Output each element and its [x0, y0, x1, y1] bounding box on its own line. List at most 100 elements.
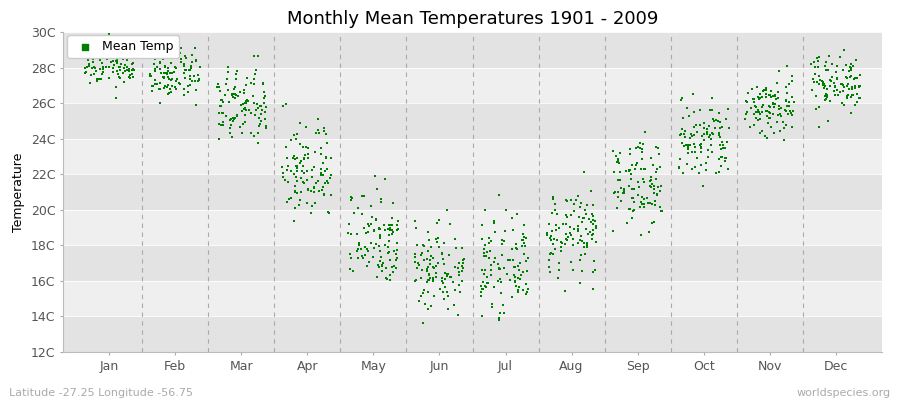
Point: [119, 49, 133, 55]
Point: [771, 112, 786, 119]
Point: [805, 87, 819, 93]
Point: [298, 152, 312, 158]
Point: [648, 198, 662, 204]
Point: [418, 301, 432, 307]
Point: [832, 54, 847, 60]
Point: [252, 123, 266, 130]
Point: [680, 142, 695, 149]
Point: [762, 92, 777, 98]
Point: [706, 115, 720, 122]
Point: [501, 257, 516, 264]
Point: [186, 73, 201, 80]
Point: [82, 63, 96, 70]
Point: [381, 250, 395, 256]
Point: [636, 201, 651, 208]
Point: [815, 79, 830, 85]
Point: [351, 242, 365, 248]
Point: [712, 168, 726, 175]
Point: [284, 137, 298, 143]
Point: [160, 64, 175, 71]
Point: [506, 257, 520, 263]
Point: [377, 226, 392, 233]
Bar: [63, 139, 882, 174]
Point: [364, 221, 378, 228]
Point: [683, 141, 698, 148]
Point: [644, 154, 659, 161]
Point: [571, 228, 585, 234]
Point: [853, 94, 868, 101]
Point: [236, 101, 250, 108]
Point: [382, 222, 397, 228]
Point: [192, 76, 206, 83]
Point: [149, 54, 164, 60]
Point: [700, 126, 715, 132]
Point: [116, 51, 130, 58]
Point: [750, 109, 764, 116]
Point: [588, 218, 602, 224]
Point: [712, 131, 726, 138]
Point: [557, 288, 572, 294]
Point: [108, 58, 122, 65]
Point: [687, 132, 701, 138]
Point: [770, 112, 785, 118]
Point: [559, 214, 573, 220]
Point: [421, 277, 436, 283]
Point: [521, 286, 535, 292]
Point: [417, 256, 431, 263]
Point: [351, 246, 365, 253]
Point: [706, 130, 721, 137]
Point: [382, 257, 397, 263]
Point: [420, 268, 435, 274]
Point: [447, 287, 462, 294]
Point: [585, 211, 599, 218]
Point: [154, 70, 168, 76]
Point: [426, 276, 440, 282]
Point: [279, 199, 293, 205]
Point: [624, 171, 638, 177]
Point: [688, 164, 703, 170]
Point: [438, 276, 453, 282]
Point: [90, 76, 104, 82]
Point: [439, 271, 454, 277]
Point: [214, 103, 229, 109]
Point: [840, 75, 854, 81]
Point: [748, 103, 762, 109]
Point: [845, 63, 859, 70]
Point: [586, 220, 600, 227]
Point: [751, 94, 765, 100]
Point: [152, 80, 166, 86]
Point: [521, 254, 535, 261]
Point: [213, 88, 228, 94]
Point: [230, 112, 244, 118]
Point: [371, 262, 385, 268]
Point: [499, 206, 513, 213]
Point: [124, 70, 139, 77]
Point: [166, 69, 181, 76]
Point: [624, 175, 638, 182]
Point: [95, 69, 110, 76]
Point: [651, 145, 665, 152]
Point: [545, 228, 560, 234]
Point: [494, 237, 508, 243]
Point: [243, 109, 257, 116]
Point: [297, 170, 311, 176]
Point: [545, 209, 560, 216]
Point: [815, 82, 830, 88]
Point: [843, 66, 858, 73]
Point: [103, 48, 117, 54]
Point: [763, 92, 778, 98]
Point: [705, 130, 719, 136]
Point: [716, 145, 730, 152]
Point: [228, 90, 242, 97]
Point: [787, 98, 801, 105]
Point: [749, 109, 763, 116]
Point: [680, 146, 695, 152]
Point: [275, 164, 290, 170]
Point: [88, 68, 103, 74]
Point: [374, 262, 389, 269]
Point: [497, 238, 511, 244]
Point: [118, 62, 132, 69]
Point: [389, 251, 403, 258]
Point: [352, 240, 366, 246]
Point: [779, 108, 794, 114]
